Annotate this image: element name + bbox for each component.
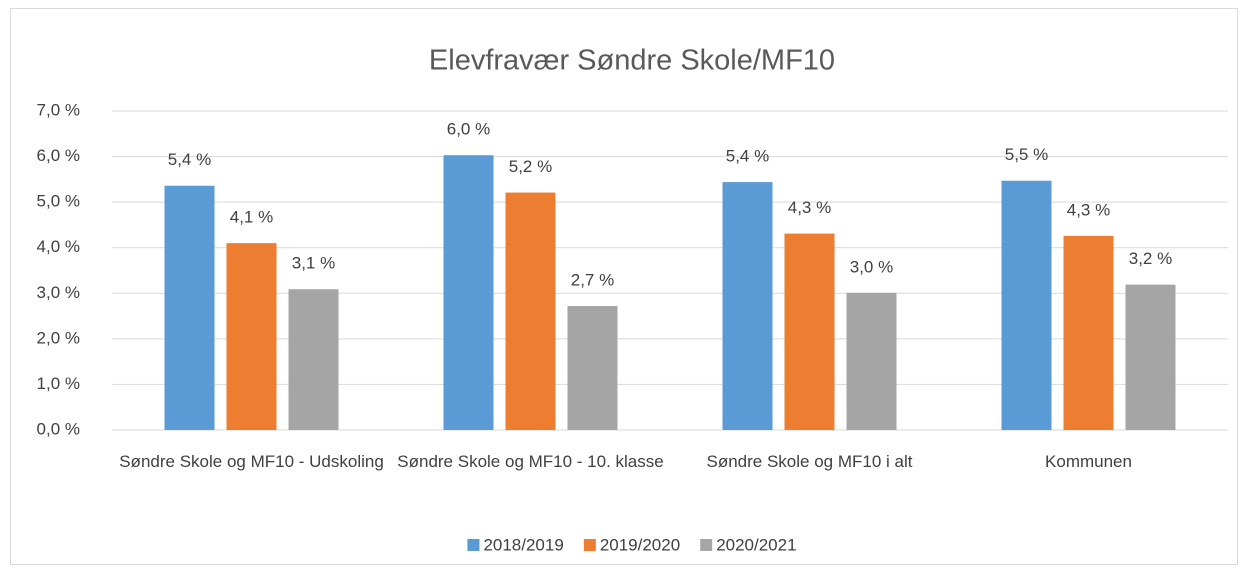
y-tick-label: 3,0 %: [37, 283, 80, 302]
bar: [722, 182, 773, 430]
bar: [846, 292, 897, 430]
data-label: 4,3 %: [1067, 200, 1110, 219]
data-label: 2,7 %: [571, 271, 614, 290]
data-label: 6,0 %: [447, 120, 490, 139]
chart-title: Elevfravær Søndre Skole/MF10: [429, 45, 835, 77]
y-tick-label: 7,0 %: [37, 100, 80, 119]
bar: [1063, 235, 1114, 430]
data-label: 5,2 %: [509, 157, 552, 176]
bar: [226, 243, 277, 430]
bar: [567, 306, 618, 430]
y-tick-label: 6,0 %: [37, 146, 80, 165]
y-tick-label: 2,0 %: [37, 328, 80, 347]
bar: [164, 185, 215, 430]
bar: [505, 192, 556, 430]
data-label: 5,4 %: [168, 150, 211, 169]
data-label: 4,1 %: [230, 208, 273, 227]
legend-label: 2020/2021: [716, 535, 796, 554]
x-tick-label: Søndre Skole og MF10 - Udskoling: [119, 452, 384, 471]
data-label: 3,0 %: [850, 257, 893, 276]
y-tick-label: 4,0 %: [37, 237, 80, 256]
x-tick-label: Søndre Skole og MF10 - 10. klasse: [397, 452, 664, 471]
legend-label: 2018/2019: [483, 535, 563, 554]
legend-swatch: [467, 539, 480, 551]
bar: [443, 155, 494, 430]
data-label: 3,2 %: [1129, 249, 1172, 268]
legend-swatch: [700, 539, 713, 551]
legend-swatch: [583, 539, 596, 551]
x-tick-label: Søndre Skole og MF10 i alt: [706, 452, 913, 471]
bar: [784, 233, 835, 430]
bar: [1125, 284, 1176, 430]
data-label: 3,1 %: [292, 254, 335, 273]
bar: [1001, 180, 1052, 430]
data-label: 5,4 %: [726, 147, 769, 166]
legend-label: 2019/2020: [600, 535, 680, 554]
data-label: 4,3 %: [788, 198, 831, 217]
y-tick-label: 0,0 %: [37, 419, 80, 438]
y-tick-label: 1,0 %: [37, 374, 80, 393]
data-label: 5,5 %: [1005, 145, 1048, 164]
x-tick-label: Kommunen: [1045, 452, 1132, 471]
bar: [288, 289, 339, 430]
y-tick-label: 5,0 %: [37, 192, 80, 211]
